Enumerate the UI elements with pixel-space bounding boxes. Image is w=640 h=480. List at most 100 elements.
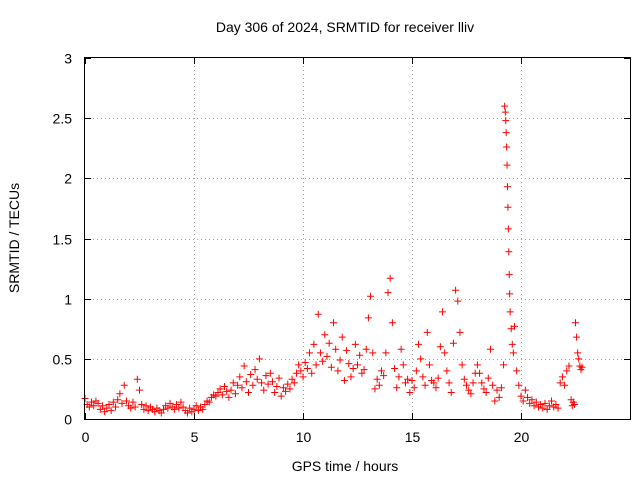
data-point	[321, 331, 329, 339]
data-point	[351, 340, 359, 348]
data-point	[282, 387, 290, 395]
y-tick-label: 0.5	[53, 352, 73, 368]
data-point	[343, 346, 351, 354]
data-point	[314, 310, 322, 318]
data-point	[545, 402, 553, 410]
data-point	[503, 183, 511, 191]
data-point	[177, 398, 185, 406]
x-axis-label: GPS time / hours	[292, 458, 399, 474]
data-point	[503, 161, 511, 169]
data-point	[513, 367, 521, 375]
data-point	[218, 391, 226, 399]
data-point	[554, 404, 562, 412]
data-point	[436, 343, 444, 351]
data-point	[183, 409, 191, 417]
data-point	[312, 361, 320, 369]
y-tick-label: 1.5	[53, 232, 73, 248]
data-point	[377, 367, 385, 375]
data-point	[515, 381, 523, 389]
x-tick-labels: 0 5 10 15 20	[82, 429, 530, 445]
y-tick-labels: 0 0.5 1 1.5 2 2.5 3	[53, 51, 73, 428]
data-point	[299, 373, 307, 381]
data-point	[565, 362, 573, 370]
data-point	[201, 401, 209, 409]
data-point	[310, 340, 318, 348]
data-point	[212, 392, 220, 400]
data-point	[537, 401, 545, 409]
data-point	[517, 392, 525, 400]
data-point	[347, 373, 355, 381]
data-point	[306, 349, 314, 357]
y-tick-label: 3	[64, 51, 72, 67]
data-point	[308, 369, 316, 377]
data-point	[430, 379, 438, 387]
data-point	[556, 379, 564, 387]
data-point	[521, 386, 529, 394]
data-point	[364, 314, 372, 322]
data-point	[480, 385, 488, 393]
chart-title: Day 306 of 2024, SRMTID for receiver lli…	[216, 19, 474, 35]
data-point	[279, 384, 287, 392]
data-point	[268, 378, 276, 386]
data-point	[290, 379, 298, 387]
data-point	[319, 357, 327, 365]
data-point	[186, 404, 194, 412]
data-point	[227, 386, 235, 394]
data-point	[271, 389, 279, 397]
data-point	[247, 370, 255, 378]
data-point	[249, 381, 257, 389]
data-point	[258, 379, 266, 387]
data-point	[456, 328, 464, 336]
data-point	[543, 405, 551, 413]
x-tick-label: 20	[514, 429, 530, 445]
y-axis-label: SRMTID / TECUs	[6, 183, 22, 293]
data-point	[439, 308, 447, 316]
data-point	[375, 381, 383, 389]
y-tick-label: 2	[64, 171, 72, 187]
data-point	[221, 383, 229, 391]
data-point	[476, 369, 484, 377]
data-point	[510, 322, 518, 330]
data-point	[107, 407, 115, 415]
y-tick-label: 0	[64, 412, 72, 428]
data-point	[216, 385, 224, 393]
data-point	[175, 404, 183, 412]
data-point	[159, 405, 167, 413]
data-point	[505, 271, 513, 279]
data-point	[460, 375, 468, 383]
data-point	[192, 402, 200, 410]
data-point	[354, 361, 361, 369]
data-point	[340, 376, 348, 384]
data-point	[452, 286, 460, 294]
data-point	[264, 380, 272, 388]
data-point	[273, 383, 281, 391]
data-point	[478, 379, 486, 387]
x-tick-label: 0	[82, 429, 90, 445]
data-point	[170, 405, 178, 413]
data-point	[463, 381, 470, 389]
data-point	[467, 390, 475, 398]
data-point	[288, 375, 296, 383]
data-point	[506, 290, 514, 298]
data-point	[151, 408, 159, 416]
data-point	[231, 390, 239, 398]
data-point	[410, 384, 418, 392]
data-point	[469, 379, 477, 387]
data-point	[255, 355, 263, 363]
data-point	[297, 367, 305, 375]
data-point	[382, 349, 390, 357]
data-point	[356, 351, 364, 359]
data-point	[503, 143, 511, 151]
data-point	[404, 375, 412, 383]
data-point	[345, 360, 353, 368]
data-point	[332, 345, 340, 353]
data-point	[90, 402, 98, 410]
data-point	[454, 297, 462, 305]
data-point	[539, 404, 547, 412]
data-point	[133, 375, 141, 383]
data-point	[330, 319, 338, 327]
data-point	[292, 369, 300, 377]
data-point	[199, 405, 207, 413]
data-point	[443, 367, 451, 375]
